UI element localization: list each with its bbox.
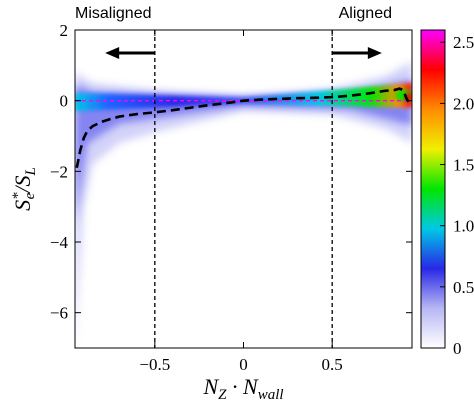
density-middle xyxy=(75,79,412,225)
colorbar-tick-label: 0 xyxy=(453,339,462,358)
y-label-sup: * xyxy=(10,192,26,200)
x-label-sub2: wall xyxy=(258,387,284,403)
y-label-main2: S xyxy=(10,176,35,187)
y-axis-label: S*e/SL xyxy=(10,167,39,211)
colorbar-tick-label: 1.50 xyxy=(453,156,474,175)
colorbar-tick-label: 0.50 xyxy=(453,278,474,297)
y-label-main: S xyxy=(10,200,35,211)
x-axis-label: NZ · Nwall xyxy=(202,374,283,403)
aligned-label: Aligned xyxy=(339,5,392,22)
x-label-sub1: Z xyxy=(218,387,227,403)
colorbar xyxy=(420,29,446,349)
y-tick-label: −4 xyxy=(50,233,69,252)
colorbar-tick-label: 2.50 xyxy=(453,33,474,52)
density-core xyxy=(75,83,412,112)
y-tick-label: 2 xyxy=(60,21,69,40)
y-tick-label: −2 xyxy=(50,162,68,181)
y-tick-label: −6 xyxy=(50,304,68,323)
aligned-arrow-head xyxy=(367,46,382,59)
misaligned-label: Misaligned xyxy=(75,5,151,22)
colorbar-tick-label: 2.00 xyxy=(453,94,474,113)
y-label-sub2: L xyxy=(23,167,39,176)
y-label-slash: / xyxy=(10,185,35,195)
x-tick-label: 0 xyxy=(239,355,248,374)
colorbar-ticks: 0 0.50 1.00 1.50 2.00 2.50 xyxy=(440,33,474,358)
plot-area xyxy=(75,61,412,348)
y-tick-label: 0 xyxy=(60,92,69,111)
x-tick-label: −0.5 xyxy=(139,355,170,374)
axis-ticks: −0.5 0 0.5 2 0 −2 −4 −6 xyxy=(50,21,412,374)
plot-frame xyxy=(74,29,413,349)
misaligned-arrow-head xyxy=(105,46,120,59)
colorbar-tick-label: 1.00 xyxy=(453,217,474,236)
x-tick-label: 0.5 xyxy=(322,355,343,374)
mean-curve xyxy=(75,87,412,169)
x-label-main2: N xyxy=(242,374,259,399)
x-label-main: N xyxy=(202,374,219,399)
x-label-dot: · xyxy=(227,374,244,399)
annotations xyxy=(105,30,382,348)
y-label-sub1: e xyxy=(22,192,38,199)
